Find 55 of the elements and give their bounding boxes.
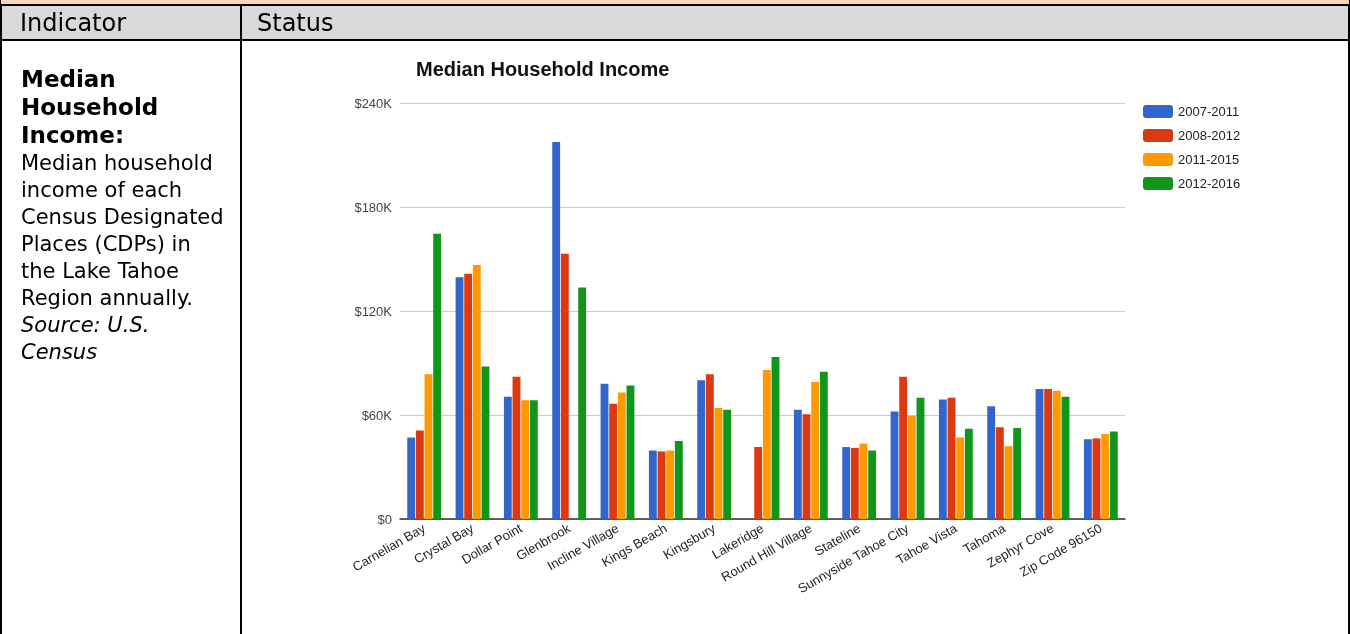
bar <box>754 447 763 519</box>
bar <box>1109 431 1118 519</box>
bar <box>521 400 530 519</box>
bar <box>407 437 416 519</box>
bar <box>552 142 561 519</box>
bar <box>793 409 802 519</box>
chart-title: Median Household Income <box>416 58 670 80</box>
y-tick-label: $180K <box>354 199 393 215</box>
y-tick-label: $60K <box>361 407 393 423</box>
bar <box>1083 439 1092 519</box>
bar <box>938 399 947 519</box>
bar <box>578 287 587 519</box>
y-tick-label: $0 <box>377 511 392 527</box>
bar <box>648 450 657 519</box>
bar <box>464 273 473 519</box>
y-tick-label: $120K <box>354 303 393 319</box>
bar <box>1044 389 1053 519</box>
bar <box>503 396 512 519</box>
legend-label: 2007-2011 <box>1178 104 1240 119</box>
bar <box>842 447 851 519</box>
legend-label: 2012-2016 <box>1178 176 1241 191</box>
bar <box>868 450 877 519</box>
bar <box>666 450 675 519</box>
source-note: Source: U.S. Census <box>21 313 150 364</box>
bar <box>529 400 538 519</box>
bar <box>964 428 973 519</box>
bar <box>1052 390 1061 519</box>
text: Median household income of each Census Designated Places (CDPs) in the Lake Tahoe Region annually. <box>21 151 224 310</box>
bar <box>674 441 683 519</box>
bar <box>819 371 828 519</box>
bar <box>907 415 916 519</box>
bar <box>811 382 820 519</box>
bar <box>433 233 442 519</box>
bar <box>956 437 965 519</box>
bar <box>617 392 626 519</box>
text: Status <box>257 9 334 37</box>
bar <box>472 265 481 519</box>
legend-label: 2008-2012 <box>1178 128 1241 143</box>
bar <box>723 409 732 519</box>
bar <box>762 369 771 519</box>
bar <box>415 430 424 519</box>
y-tick-label: $240K <box>354 95 393 111</box>
bar <box>705 374 714 519</box>
bar <box>899 376 908 519</box>
bar <box>560 253 569 519</box>
bar <box>995 427 1004 519</box>
text: Median Household Income: <box>21 66 159 148</box>
bar <box>1013 428 1022 519</box>
bar <box>1101 434 1110 519</box>
bar <box>609 403 618 519</box>
legend-label: 2011-2015 <box>1178 152 1240 167</box>
text: Indicator <box>20 9 127 37</box>
bar <box>987 406 996 519</box>
bar <box>697 380 706 519</box>
bar <box>850 447 859 519</box>
